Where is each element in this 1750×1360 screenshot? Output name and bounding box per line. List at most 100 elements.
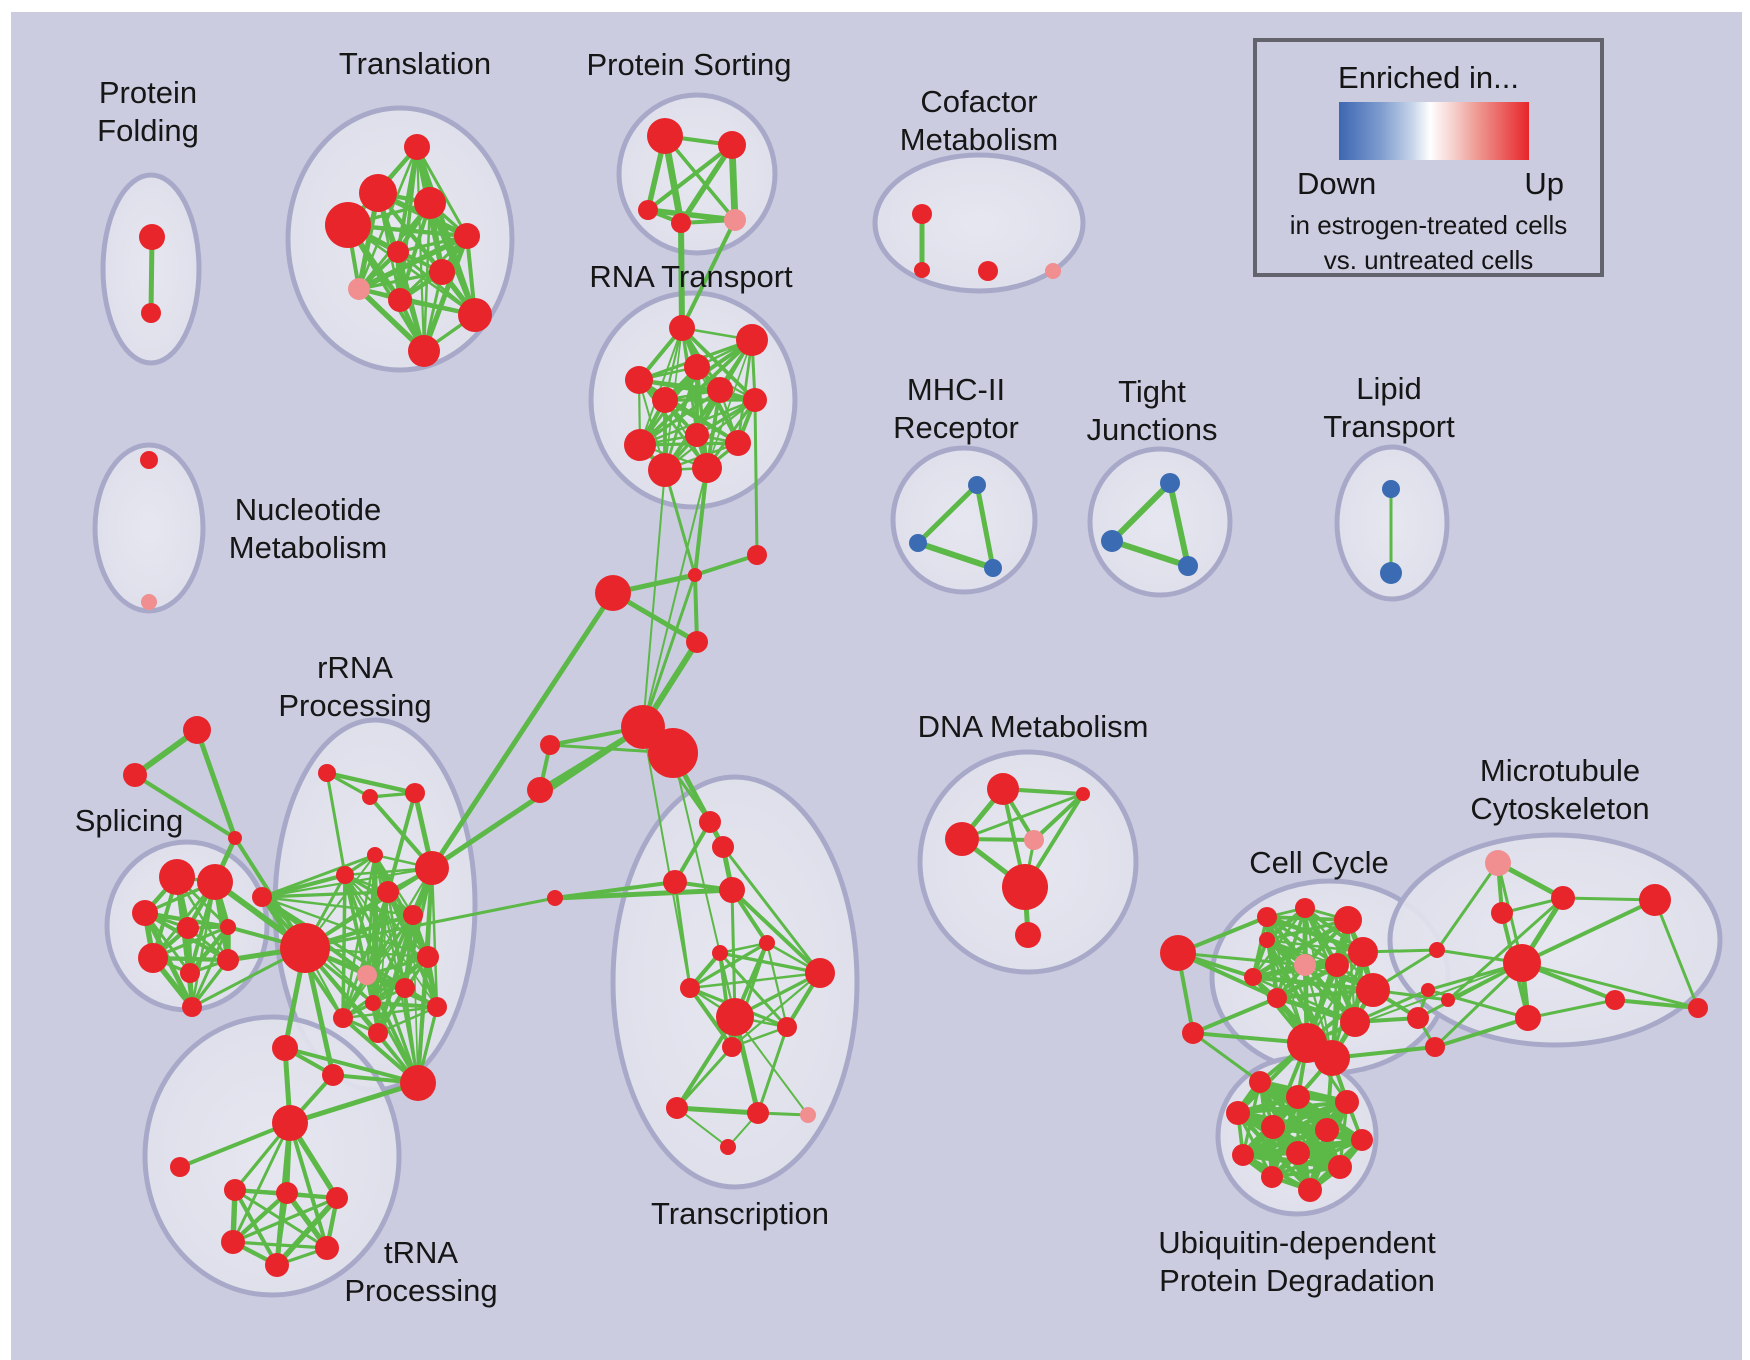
graph-node <box>527 777 553 803</box>
graph-node <box>724 209 746 231</box>
graph-edge <box>1446 896 1565 1002</box>
graph-node <box>718 131 746 159</box>
graph-node <box>138 943 168 973</box>
cluster-label-cell-cycle: Cell Cycle <box>1249 845 1389 880</box>
graph-node <box>140 451 158 469</box>
graph-edge <box>674 1105 761 1116</box>
cluster-ellipse-mhc-ii-receptor <box>890 445 1038 595</box>
graph-edge <box>1613 998 1700 1010</box>
graph-node <box>368 1023 388 1043</box>
graph-node <box>170 1157 190 1177</box>
cluster-label-trna-processing: tRNA Processing <box>344 1235 497 1308</box>
graph-node <box>648 728 698 778</box>
graph-node <box>912 204 932 224</box>
graph-node <box>272 1035 298 1061</box>
cluster-label-translation: Translation <box>339 46 491 81</box>
graph-node <box>228 831 242 845</box>
graph-node <box>454 223 480 249</box>
graph-node <box>688 568 702 582</box>
graph-node <box>123 763 147 787</box>
graph-node <box>1503 944 1541 982</box>
graph-node <box>984 559 1002 577</box>
graph-node <box>141 303 161 323</box>
graph-edge-rrna-main <box>386 890 439 1009</box>
graph-node <box>663 870 687 894</box>
graph-edge-rrna-main <box>260 895 415 917</box>
graph-edge <box>178 1121 292 1169</box>
graph-edge <box>693 466 709 577</box>
graph-edge-transcription-core <box>718 951 822 975</box>
graph-node <box>1314 1040 1350 1076</box>
graph-node <box>547 890 563 906</box>
graph-node <box>348 278 370 300</box>
graph-edge-transcription-core <box>718 941 769 955</box>
graph-node <box>336 866 354 884</box>
graph-node <box>540 735 560 755</box>
graph-node <box>1160 473 1180 493</box>
graph-node <box>387 241 409 263</box>
cluster-label-protein-sorting: Protein Sorting <box>586 47 791 82</box>
graph-node <box>707 377 733 403</box>
graph-node <box>265 1253 289 1277</box>
graph-node <box>414 187 446 219</box>
graph-node <box>183 716 211 744</box>
graph-node <box>400 1065 436 1101</box>
graph-edge-trna <box>275 1191 289 1267</box>
graph-node <box>359 174 397 212</box>
graph-edge <box>642 467 708 728</box>
graph-node <box>1382 480 1400 498</box>
graph-edge-rna-transport <box>736 338 754 445</box>
graph-node <box>1348 937 1378 967</box>
graph-edge-transcription-core <box>765 941 789 1029</box>
graph-edge-transcription-core <box>688 971 822 990</box>
graph-node <box>1045 263 1061 279</box>
graph-node <box>1015 922 1041 948</box>
graph-edge-trna <box>231 1121 292 1244</box>
graph-edge-rrna-main <box>376 1005 439 1035</box>
graph-edge-translation <box>415 145 469 238</box>
cluster-label-dna-metabolism: DNA Metabolism <box>918 709 1149 744</box>
graph-edge <box>1520 961 1700 1010</box>
graph-nodes-layer <box>123 118 1708 1277</box>
graph-edge-rrna-main <box>344 874 438 1008</box>
graph-edge-cell-cycle <box>1264 937 1376 993</box>
graph-node <box>968 476 986 494</box>
graph-node <box>625 366 653 394</box>
graph-edge <box>734 1016 809 1116</box>
graph-edge-rna-transport <box>638 388 722 447</box>
graph-edge <box>1653 898 1700 1010</box>
graph-node <box>1335 1090 1359 1114</box>
graph-node <box>685 423 709 447</box>
graph-node <box>362 789 378 805</box>
graph-node <box>217 949 239 971</box>
graph-node <box>1182 1022 1204 1044</box>
graph-edge <box>642 726 691 989</box>
graph-node <box>417 946 439 968</box>
graph-edge <box>753 398 759 557</box>
graph-edge-cell-cycle <box>1265 938 1357 1024</box>
graph-node <box>177 917 199 939</box>
graph-node <box>182 997 202 1017</box>
graph-edge <box>960 792 1085 841</box>
graph-node <box>132 900 158 926</box>
graph-node <box>805 958 835 988</box>
graph-edge <box>429 590 616 871</box>
graph-node <box>1232 1144 1254 1166</box>
graph-edge-translation <box>346 223 426 353</box>
graph-node <box>1551 886 1575 910</box>
legend-subtitle-line2: vs. untreated cells <box>1323 245 1534 275</box>
graph-node <box>669 315 695 341</box>
graph-edge-translation <box>357 270 444 291</box>
graph-node <box>1485 850 1511 876</box>
graph-node <box>1295 898 1315 918</box>
graph-edge <box>1433 1016 1530 1049</box>
cluster-labels-layer: Protein Folding Translation Protein Sorting… <box>75 46 1650 1308</box>
graph-edge <box>386 791 417 894</box>
graph-node <box>647 118 683 154</box>
graph-edge <box>194 727 238 841</box>
graph-node <box>736 324 768 356</box>
graph-edge <box>287 1080 421 1126</box>
graph-edge <box>1416 961 1524 1020</box>
graph-edge <box>642 469 666 728</box>
graph-edge <box>303 896 557 950</box>
